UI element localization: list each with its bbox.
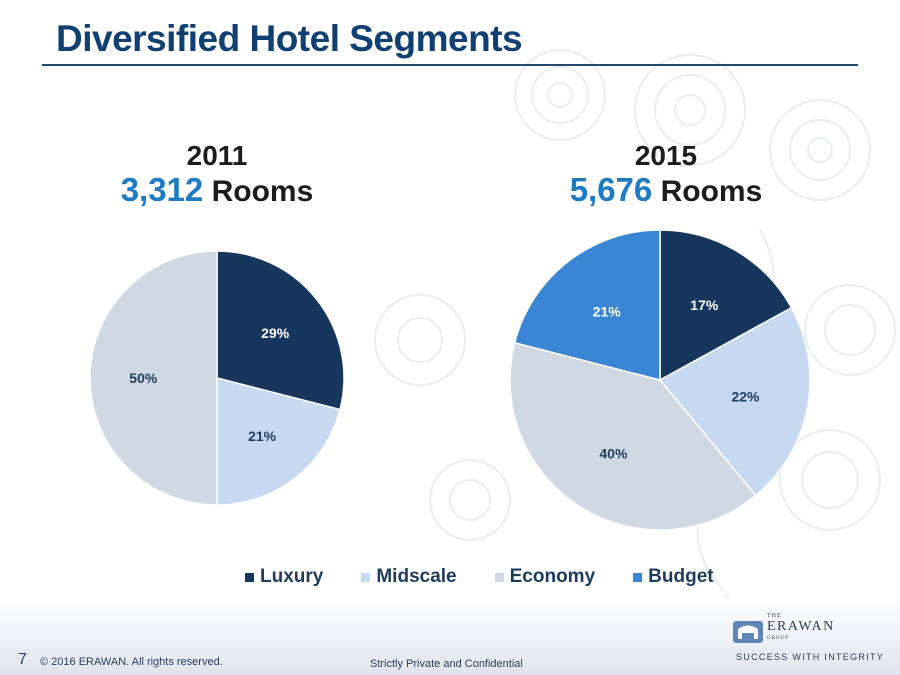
- room-count: 5,676: [569, 171, 653, 208]
- pie-chart-2011: 29% 21% 50%: [89, 250, 345, 506]
- legend-label: Budget: [648, 566, 714, 587]
- legend-label: Economy: [509, 566, 596, 587]
- pie-slice-midscale: [658, 306, 811, 497]
- pie-label-luxury: 29%: [261, 325, 290, 341]
- pie-slice-budget: [513, 229, 661, 381]
- legend-swatch: [494, 572, 504, 582]
- pie-label-luxury: 17%: [690, 297, 719, 313]
- page-title: Diversified Hotel Segments: [56, 18, 523, 59]
- legend-item-economy: Economy: [494, 566, 596, 588]
- title-divider: [42, 64, 858, 66]
- tagline: SUCCESS WITH INTEGRITY: [736, 652, 885, 662]
- pie-label-economy: 40%: [599, 446, 628, 462]
- pie-label-economy: 50%: [129, 370, 158, 386]
- legend-swatch: [245, 572, 254, 582]
- chart-header-2011: 2011 3,312 Rooms: [67, 140, 367, 210]
- pie-label-midscale: 21%: [248, 428, 277, 444]
- logo-the: THE: [767, 613, 782, 619]
- legend-item-luxury: Luxury: [245, 566, 323, 588]
- pie-slice-luxury: [216, 250, 345, 411]
- chart-year: 2015: [634, 140, 698, 171]
- legend-swatch: [361, 572, 371, 582]
- legend-swatch: [633, 572, 643, 582]
- legend-item-midscale: Midscale: [361, 566, 457, 588]
- pie-chart-2015: 17% 22% 40% 21%: [509, 229, 811, 531]
- legend-label: Luxury: [260, 566, 324, 587]
- pie-slice-economy: [89, 250, 218, 506]
- logo-group: GROUP: [767, 636, 789, 641]
- chart-header-2015: 2015 5,676 Rooms: [516, 140, 816, 210]
- legend-item-budget: Budget: [633, 566, 714, 588]
- pie-label-midscale: 22%: [731, 388, 760, 404]
- chart-year: 2011: [186, 140, 248, 171]
- legend-label: Midscale: [376, 566, 457, 587]
- chart-legend: Luxury Midscale Economy Budget: [245, 566, 714, 588]
- pie-slice-economy: [509, 341, 757, 531]
- pie-label-budget: 21%: [593, 303, 622, 319]
- room-unit: Rooms: [652, 175, 763, 208]
- pie-slice-midscale: [216, 377, 341, 506]
- confidential-label: Strictly Private and Confidential: [370, 658, 523, 670]
- room-count-line: 3,312 Rooms: [67, 172, 367, 210]
- logo-name: ERAWAN: [767, 619, 835, 634]
- room-count-line: 5,676 Rooms: [516, 172, 816, 210]
- room-unit: Rooms: [203, 175, 314, 208]
- elephant-logo-icon: [733, 621, 763, 643]
- room-count: 3,312: [120, 171, 204, 208]
- copyright-text: © 2016 ERAWAN. All rights reserved.: [40, 656, 223, 668]
- page-number: 7: [18, 651, 27, 668]
- pie-slice-luxury: [659, 229, 793, 382]
